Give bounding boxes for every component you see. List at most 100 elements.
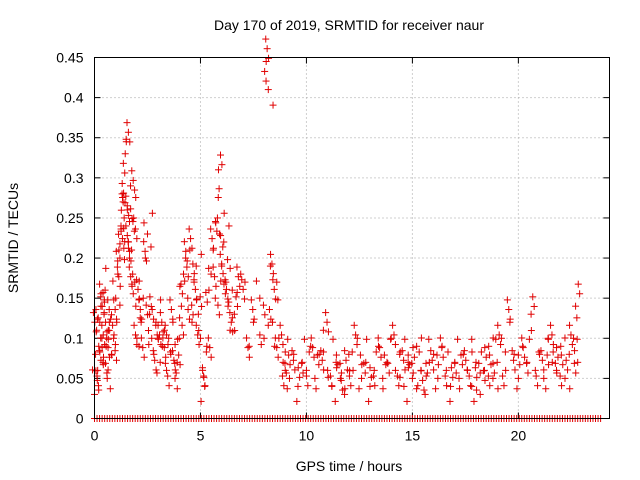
data-point	[524, 369, 532, 377]
data-point	[150, 350, 158, 358]
data-point	[409, 369, 417, 377]
data-point	[127, 273, 135, 281]
data-point	[180, 270, 188, 278]
data-point	[492, 335, 500, 343]
data-point	[173, 385, 181, 393]
data-point	[573, 314, 581, 322]
data-point	[422, 372, 430, 380]
data-point	[468, 335, 476, 343]
data-point	[110, 296, 118, 304]
data-point	[497, 341, 505, 349]
data-point	[307, 334, 315, 342]
data-point	[189, 311, 197, 319]
data-point	[486, 351, 494, 359]
data-point	[419, 376, 427, 384]
data-point	[194, 310, 202, 318]
data-point	[132, 193, 140, 201]
data-point	[506, 315, 514, 323]
data-point	[119, 159, 127, 167]
data-point	[256, 331, 264, 339]
data-point	[111, 341, 119, 349]
data-point	[452, 369, 460, 377]
data-point	[545, 361, 553, 369]
data-point	[140, 238, 148, 246]
data-point	[101, 341, 109, 349]
data-point	[494, 385, 502, 393]
data-point	[264, 321, 272, 329]
data-point	[476, 390, 484, 398]
data-point	[390, 331, 398, 339]
data-point	[398, 347, 406, 355]
data-point	[128, 280, 136, 288]
data-point	[185, 315, 193, 323]
data-point	[99, 288, 107, 296]
data-point	[211, 273, 219, 281]
data-point	[131, 331, 139, 339]
data-point	[104, 366, 112, 374]
data-point	[527, 310, 535, 318]
data-point	[348, 348, 356, 356]
data-point	[214, 166, 222, 174]
data-point	[521, 353, 529, 361]
data-point	[216, 250, 224, 258]
data-point	[366, 364, 374, 372]
data-point	[396, 373, 404, 381]
data-point	[220, 238, 228, 246]
data-point	[96, 348, 104, 356]
data-point	[444, 348, 452, 356]
data-point	[353, 341, 361, 349]
data-point	[556, 372, 564, 380]
data-point	[104, 326, 112, 334]
x-tick-label: 0	[91, 428, 99, 444]
data-point	[236, 282, 244, 290]
data-point	[137, 334, 145, 342]
data-point	[279, 341, 287, 349]
data-point	[379, 374, 387, 382]
data-point	[574, 358, 582, 366]
data-point	[221, 276, 229, 284]
data-point	[161, 359, 169, 367]
data-point	[505, 306, 513, 314]
data-point	[137, 318, 145, 326]
data-point	[409, 344, 417, 352]
data-point	[196, 293, 204, 301]
data-point	[114, 257, 122, 265]
data-point	[160, 344, 168, 352]
data-point	[318, 356, 326, 364]
data-point	[425, 335, 433, 343]
data-point	[473, 373, 481, 381]
data-point	[415, 348, 423, 356]
data-point	[571, 347, 579, 355]
data-point	[536, 350, 544, 358]
data-point	[542, 385, 550, 393]
data-point	[129, 176, 137, 184]
data-point	[103, 328, 111, 336]
data-point	[549, 348, 557, 356]
y-tick-label: 0.4	[64, 90, 84, 106]
data-point	[215, 311, 223, 319]
data-point	[157, 341, 165, 349]
data-point	[143, 230, 151, 238]
data-point	[185, 225, 193, 233]
data-point	[92, 306, 100, 314]
data-point	[225, 298, 233, 306]
data-point	[324, 373, 332, 381]
data-point	[122, 222, 130, 230]
data-point	[113, 263, 121, 271]
data-point	[389, 321, 397, 329]
y-tick-label: 0.25	[56, 210, 83, 226]
data-point	[302, 372, 310, 380]
x-tick-label: 20	[511, 428, 527, 444]
data-point	[178, 290, 186, 298]
data-point	[99, 361, 107, 369]
data-point	[281, 359, 289, 367]
data-point	[263, 45, 271, 53]
data-point	[328, 382, 336, 390]
data-point	[97, 293, 105, 301]
data-point	[410, 353, 418, 361]
data-point	[197, 397, 205, 405]
data-point	[558, 382, 566, 390]
data-point	[238, 276, 246, 284]
data-point	[413, 342, 421, 350]
data-point	[209, 263, 217, 271]
